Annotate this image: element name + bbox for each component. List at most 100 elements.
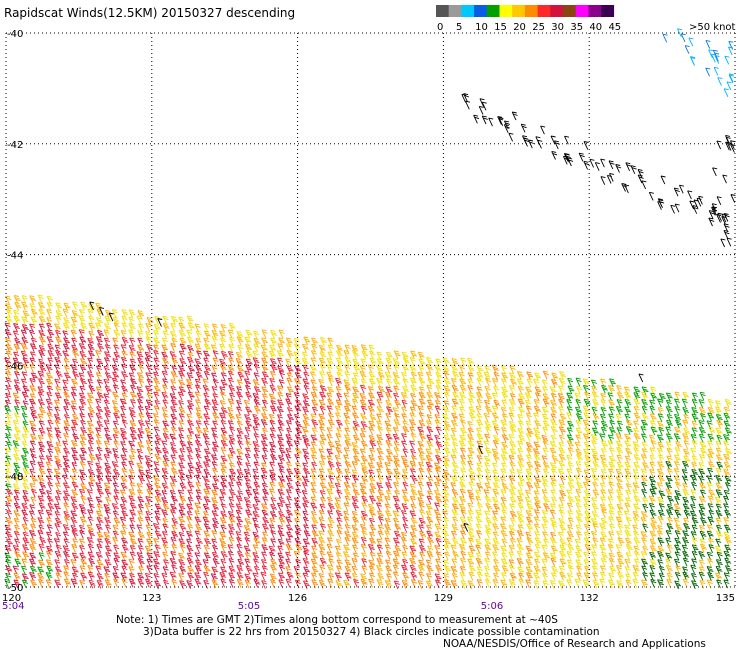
wind-barb <box>384 537 391 547</box>
wind-barb <box>55 310 63 319</box>
wind-barb <box>87 571 95 581</box>
wind-barb <box>559 524 567 534</box>
wind-barb <box>186 530 193 540</box>
wind-barb <box>29 468 36 478</box>
wind-barb <box>691 440 698 449</box>
wind-barb <box>352 372 359 382</box>
wind-barb <box>723 229 730 239</box>
wind-barb <box>62 474 69 484</box>
wind-barb <box>301 426 309 436</box>
wind-barb <box>336 524 343 534</box>
wind-barb <box>14 538 21 548</box>
wind-barb <box>368 420 376 430</box>
wind-barb <box>723 579 730 589</box>
wind-barb <box>212 350 219 359</box>
wind-barb <box>484 565 491 575</box>
wind-barb <box>360 516 367 525</box>
wind-barb <box>310 468 317 478</box>
wind-barb <box>237 371 245 381</box>
wind-barb <box>625 426 633 435</box>
wind-barb <box>632 565 640 574</box>
wind-barb <box>526 371 534 381</box>
wind-barb <box>575 488 582 498</box>
wind-barb <box>637 174 644 184</box>
wind-barb <box>278 510 285 520</box>
wind-barb <box>203 405 210 415</box>
wind-barb <box>286 386 294 396</box>
wind-barb <box>484 433 491 443</box>
wind-barb <box>269 371 276 380</box>
wind-barb <box>70 578 78 588</box>
wind-barb <box>146 483 154 492</box>
wind-barb <box>665 488 673 498</box>
wind-barb <box>260 503 268 512</box>
wind-barb <box>237 344 244 354</box>
wind-barb <box>245 489 253 499</box>
wind-barb <box>558 483 565 493</box>
wind-barb <box>641 386 649 396</box>
wind-barb <box>591 558 599 568</box>
wind-barb <box>600 448 607 457</box>
wind-barb <box>501 483 509 492</box>
wind-barb <box>369 414 377 423</box>
wind-barb <box>707 572 714 581</box>
wind-barb <box>369 488 376 498</box>
wind-barb <box>211 579 219 589</box>
wind-barb <box>637 168 644 178</box>
wind-barb <box>344 440 352 449</box>
wind-barb <box>294 343 301 353</box>
wind-barb <box>533 399 540 408</box>
wind-barb <box>376 544 383 554</box>
wind-barb <box>54 344 61 354</box>
wind-barb <box>285 551 292 561</box>
wind-barb <box>359 371 367 380</box>
wind-barb <box>409 364 417 374</box>
wind-barb <box>276 434 284 444</box>
wind-barb <box>509 426 517 435</box>
wind-barb <box>384 420 392 430</box>
wind-barb <box>4 357 12 367</box>
wind-barb <box>549 475 557 485</box>
wind-barb <box>575 413 583 422</box>
wind-barb <box>194 323 201 333</box>
wind-barb <box>80 358 87 367</box>
wind-barb <box>219 488 227 498</box>
wind-barb <box>63 317 71 326</box>
wind-barb <box>508 407 515 416</box>
wind-barb <box>435 371 443 381</box>
wind-barb <box>105 545 112 555</box>
wind-barb <box>386 448 394 458</box>
wind-barb <box>392 564 399 574</box>
wind-barb <box>616 392 624 401</box>
wind-barb <box>129 420 137 429</box>
wind-barb <box>12 565 19 575</box>
wind-barb <box>244 427 251 436</box>
wind-barb <box>361 467 369 477</box>
wind-barb <box>591 391 599 401</box>
wind-barb <box>369 440 377 449</box>
wind-barb <box>285 358 292 368</box>
wind-barb <box>179 343 187 353</box>
wind-barb <box>656 482 663 491</box>
wind-barb <box>410 350 418 360</box>
wind-barb <box>104 413 111 422</box>
wind-barb <box>615 516 623 526</box>
wind-barb <box>137 344 145 354</box>
wind-barb <box>559 550 567 560</box>
wind-barb <box>608 160 615 170</box>
wind-barb <box>394 503 402 513</box>
wind-barb <box>656 530 663 540</box>
wind-barb <box>88 330 95 340</box>
wind-barb <box>476 455 483 464</box>
wind-barb <box>463 93 470 102</box>
wind-barb <box>615 476 623 486</box>
wind-barb <box>113 344 120 354</box>
wind-barb <box>318 579 326 589</box>
colorbar-tick-label: 0 <box>437 22 443 33</box>
wind-barb <box>435 454 442 464</box>
wind-barb <box>86 537 94 546</box>
wind-barb <box>351 441 359 451</box>
wind-barb <box>195 420 202 429</box>
wind-barb <box>717 212 723 222</box>
wind-barb <box>624 398 632 408</box>
